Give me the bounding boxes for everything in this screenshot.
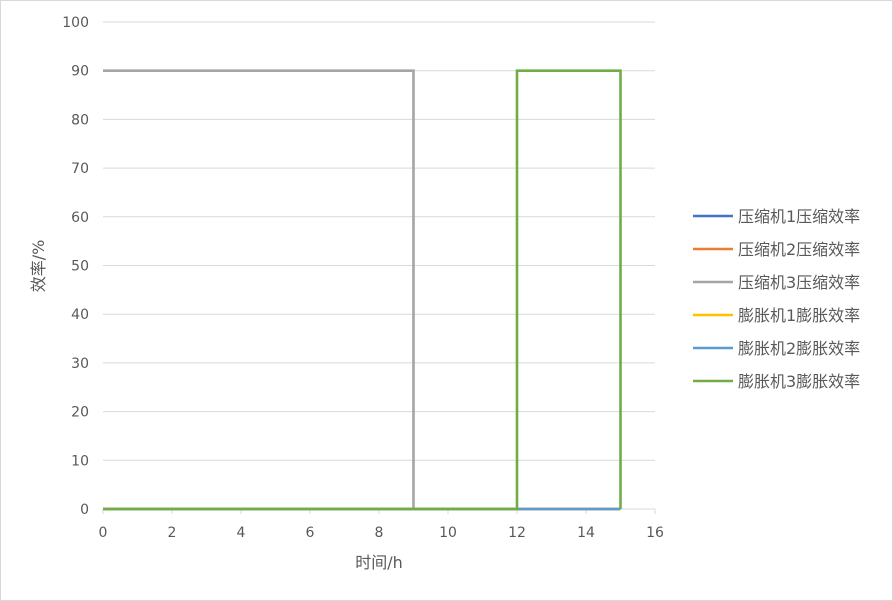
y-tick-label: 80 [71, 112, 89, 128]
y-tick-label: 10 [71, 453, 89, 469]
x-tick-label: 8 [375, 525, 384, 541]
x-axis-title: 时间/h [355, 553, 403, 572]
y-tick-label: 70 [71, 161, 89, 177]
y-axis-title: 效率/% [29, 240, 48, 293]
y-tick-label: 50 [71, 259, 89, 275]
x-tick-label: 14 [577, 525, 595, 541]
y-tick-label: 90 [71, 64, 89, 80]
legend: 压缩机1压缩效率压缩机2压缩效率压缩机3压缩效率膨胀机1膨胀效率膨胀机2膨胀效率… [693, 207, 860, 391]
series-lines [103, 69, 622, 511]
legend-label: 膨胀机3膨胀效率 [738, 372, 860, 391]
legend-label: 压缩机3压缩效率 [738, 273, 860, 292]
x-tick-label: 10 [439, 525, 457, 541]
x-tick-label: 16 [646, 525, 664, 541]
x-tick-label: 4 [237, 525, 246, 541]
y-tick-labels: 0 10 20 30 40 50 60 70 80 90 100 [62, 15, 89, 518]
x-tick-label: 0 [99, 525, 108, 541]
legend-label: 膨胀机1膨胀效率 [738, 306, 860, 325]
y-tick-label: 0 [80, 502, 89, 518]
series-line-3 [103, 69, 621, 511]
x-tick-label: 6 [306, 525, 315, 541]
y-tick-label: 40 [71, 307, 89, 323]
x-tick-label: 12 [508, 525, 526, 541]
gridlines [103, 21, 655, 461]
x-tick-labels: 0 2 4 6 8 10 12 14 16 [99, 525, 664, 541]
y-tick-label: 30 [71, 356, 89, 372]
y-tick-label: 20 [71, 405, 89, 421]
legend-label: 膨胀机2膨胀效率 [738, 339, 860, 358]
legend-label: 压缩机1压缩效率 [738, 207, 860, 226]
series-line-6 [103, 69, 622, 511]
y-tick-label: 60 [71, 210, 89, 226]
y-tick-label: 100 [62, 15, 89, 31]
legend-label: 压缩机2压缩效率 [738, 240, 860, 259]
x-tick-label: 2 [168, 525, 177, 541]
